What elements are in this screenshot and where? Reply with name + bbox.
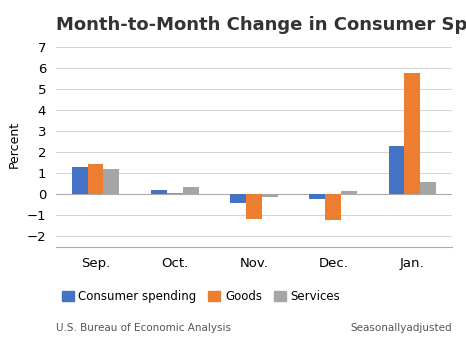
- Bar: [103, 169, 119, 194]
- Bar: [246, 194, 262, 218]
- Text: U.S. Bureau of Economic Analysis: U.S. Bureau of Economic Analysis: [56, 323, 231, 333]
- Bar: [72, 167, 88, 194]
- Bar: [230, 194, 246, 203]
- Bar: [389, 146, 404, 194]
- Bar: [404, 73, 420, 194]
- Bar: [309, 194, 325, 199]
- Text: Month-to-Month Change in Consumer Spending: Month-to-Month Change in Consumer Spendi…: [56, 16, 466, 34]
- Bar: [88, 164, 103, 194]
- Bar: [262, 194, 278, 197]
- Bar: [341, 191, 357, 194]
- Y-axis label: Percent: Percent: [8, 120, 21, 168]
- Bar: [151, 190, 167, 194]
- Text: Seasonallyadjusted: Seasonallyadjusted: [350, 323, 452, 333]
- Bar: [183, 187, 199, 194]
- Legend: Consumer spending, Goods, Services: Consumer spending, Goods, Services: [62, 290, 340, 303]
- Bar: [167, 193, 183, 194]
- Bar: [325, 194, 341, 220]
- Bar: [420, 182, 436, 194]
